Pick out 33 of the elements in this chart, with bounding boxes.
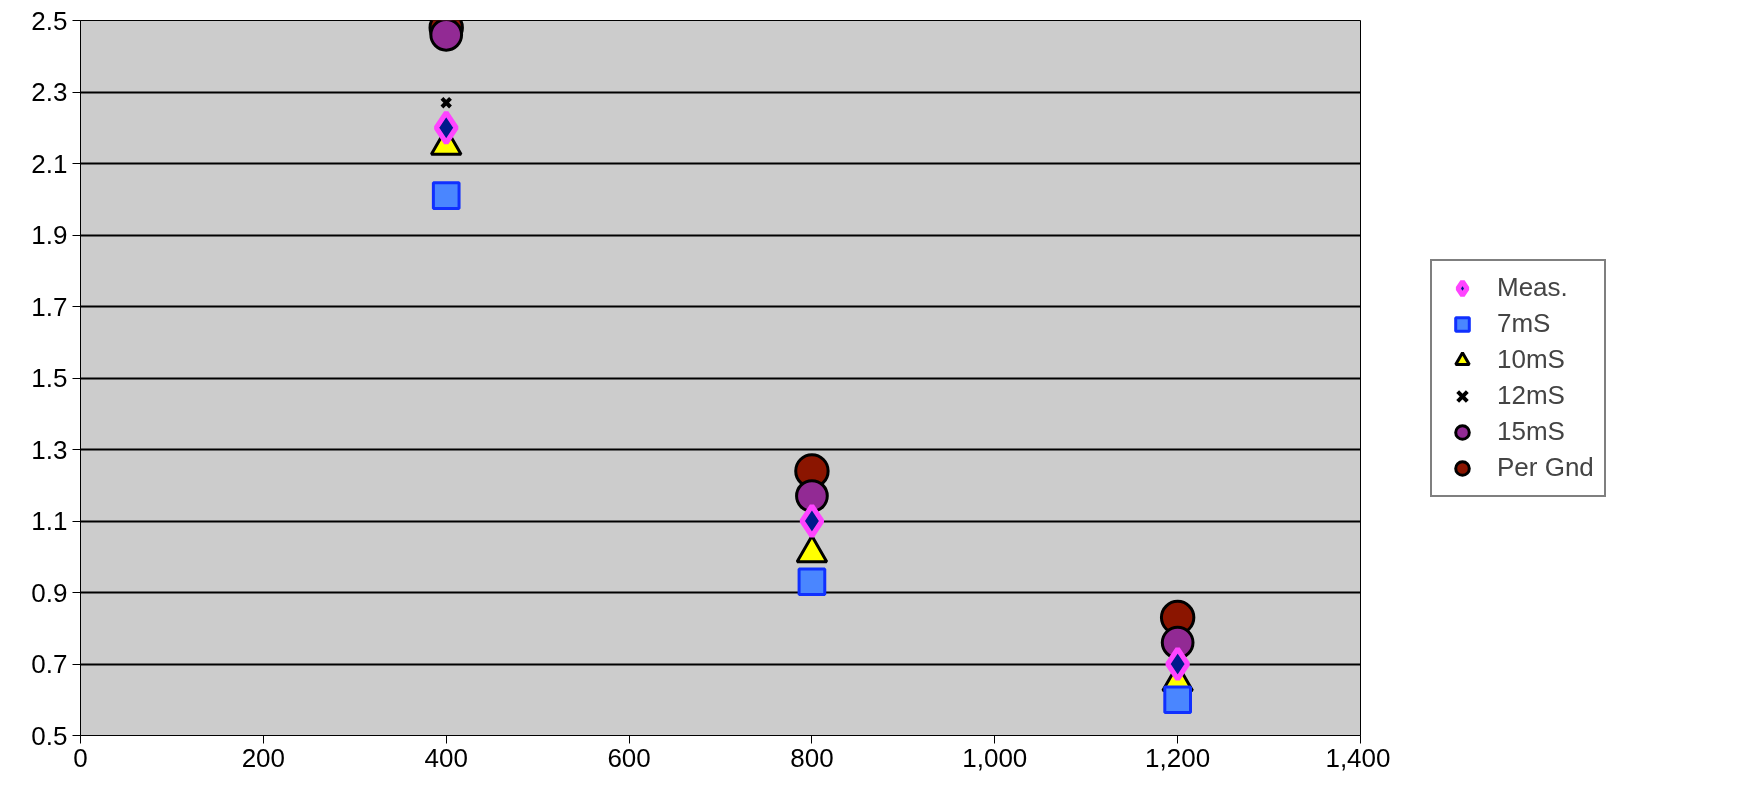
x-tick-label: 600 xyxy=(607,742,651,773)
point xyxy=(799,503,825,539)
x-tick-label: 1,400 xyxy=(1325,742,1391,773)
point xyxy=(797,567,827,597)
x-tick-label: 400 xyxy=(424,742,468,773)
x-tick-label: 0 xyxy=(73,742,88,773)
x-tick-label: 1,000 xyxy=(962,742,1028,773)
point xyxy=(433,110,459,146)
y-tick-label: 1.9 xyxy=(31,220,68,250)
x-tick-label: 200 xyxy=(241,742,286,773)
y-tick-label: 1.5 xyxy=(31,363,68,393)
y-tick-label: 1.3 xyxy=(31,434,68,465)
y-tick-label: 0.7 xyxy=(31,649,68,679)
legend-label: 15mS xyxy=(1497,416,1565,447)
point xyxy=(439,96,453,109)
legend-label: 10mS xyxy=(1497,344,1565,375)
y-tick-label: 1.7 xyxy=(31,291,68,322)
y-tick-label: 0.9 xyxy=(31,577,68,608)
y-tick-label: 1.1 xyxy=(31,506,68,536)
legend-label: Meas. xyxy=(1497,272,1568,303)
point xyxy=(1165,646,1191,682)
point xyxy=(431,181,461,211)
legend-label: 12mS xyxy=(1497,380,1565,411)
legend-label: 7mS xyxy=(1497,308,1551,339)
x-tick-label: 800 xyxy=(790,742,834,773)
y-tick-label: 2.1 xyxy=(31,148,68,179)
y-tick-label: 2.3 xyxy=(31,77,68,107)
point xyxy=(795,479,829,513)
legend-label: Per Gnd xyxy=(1497,452,1594,483)
point xyxy=(1163,685,1192,715)
x-tick-label: 1,200 xyxy=(1145,742,1211,773)
y-tick-label: 2.5 xyxy=(31,5,68,36)
y-tick-label: 0.5 xyxy=(31,720,68,751)
